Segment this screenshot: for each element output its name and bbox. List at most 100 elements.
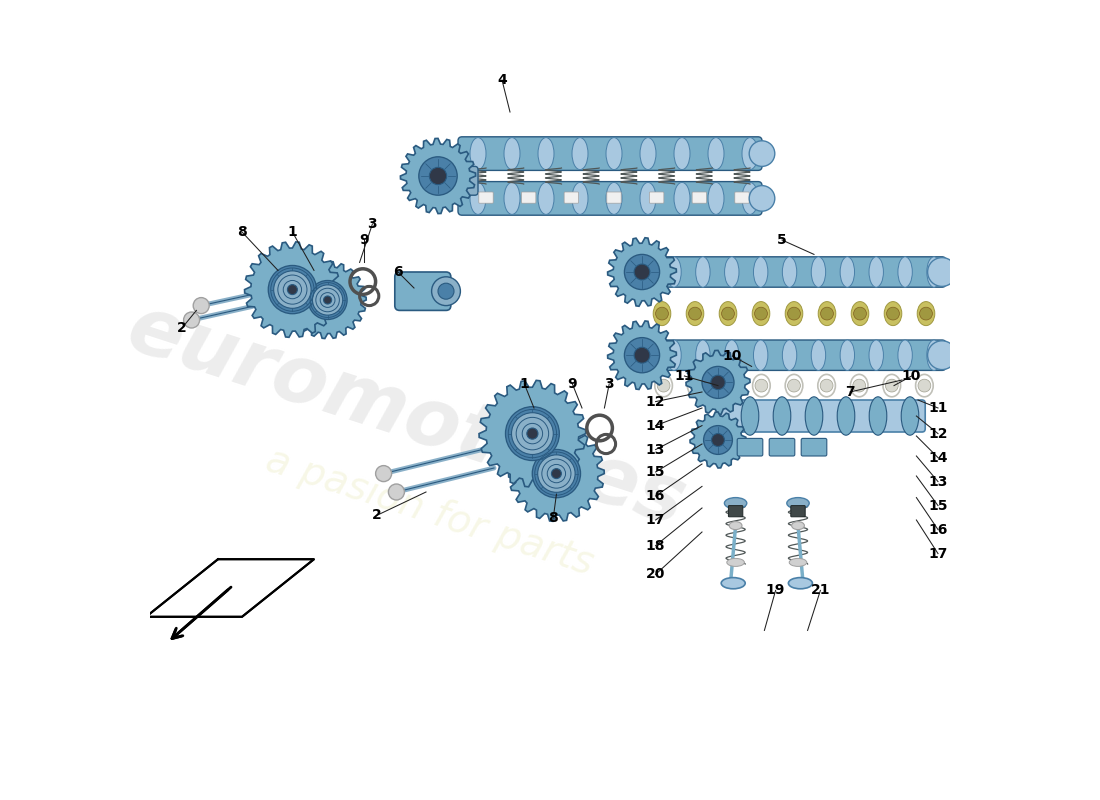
Ellipse shape [754, 340, 768, 370]
Text: 1: 1 [519, 377, 529, 391]
Circle shape [821, 379, 833, 392]
Ellipse shape [818, 302, 836, 326]
FancyBboxPatch shape [801, 438, 827, 456]
Text: 17: 17 [646, 513, 666, 527]
Ellipse shape [719, 302, 737, 326]
Circle shape [312, 285, 343, 315]
Circle shape [388, 484, 405, 500]
Ellipse shape [811, 257, 826, 287]
Polygon shape [400, 138, 475, 214]
Circle shape [749, 186, 774, 211]
Circle shape [689, 307, 702, 320]
FancyBboxPatch shape [654, 340, 946, 370]
Ellipse shape [898, 340, 912, 370]
Circle shape [419, 157, 458, 195]
Ellipse shape [869, 397, 887, 435]
Circle shape [723, 379, 735, 392]
Text: 15: 15 [646, 465, 666, 479]
Circle shape [887, 307, 900, 320]
Circle shape [512, 413, 553, 454]
Circle shape [308, 281, 348, 319]
Text: 10: 10 [902, 369, 922, 383]
Ellipse shape [786, 498, 810, 509]
Ellipse shape [869, 340, 883, 370]
Ellipse shape [504, 138, 520, 170]
Ellipse shape [869, 257, 883, 287]
Circle shape [527, 428, 538, 439]
Text: a pasion for parts: a pasion for parts [262, 441, 598, 583]
FancyBboxPatch shape [521, 192, 536, 203]
Circle shape [319, 291, 337, 309]
Polygon shape [607, 238, 676, 306]
Circle shape [656, 307, 669, 320]
Circle shape [657, 379, 670, 392]
Ellipse shape [901, 397, 918, 435]
Ellipse shape [851, 302, 869, 326]
Text: 2: 2 [372, 508, 382, 522]
Circle shape [282, 278, 304, 301]
Circle shape [749, 141, 774, 166]
Circle shape [886, 379, 899, 392]
FancyBboxPatch shape [607, 192, 621, 203]
Text: 12: 12 [646, 394, 666, 409]
Text: 7: 7 [845, 385, 855, 399]
Circle shape [634, 347, 650, 363]
Circle shape [532, 450, 581, 498]
Circle shape [194, 298, 209, 314]
Circle shape [755, 307, 768, 320]
FancyBboxPatch shape [458, 182, 762, 215]
Text: 1: 1 [287, 225, 297, 239]
FancyBboxPatch shape [433, 166, 478, 195]
FancyBboxPatch shape [791, 506, 805, 517]
Polygon shape [607, 321, 676, 390]
Circle shape [538, 455, 575, 492]
Circle shape [712, 434, 725, 446]
Circle shape [323, 296, 331, 304]
Circle shape [722, 307, 735, 320]
Circle shape [702, 366, 734, 398]
Text: 8: 8 [548, 511, 558, 526]
Circle shape [854, 307, 867, 320]
Text: 2: 2 [177, 321, 187, 335]
Ellipse shape [927, 257, 942, 287]
Text: 18: 18 [646, 538, 666, 553]
Circle shape [920, 307, 933, 320]
Ellipse shape [752, 302, 770, 326]
Polygon shape [478, 380, 586, 487]
Ellipse shape [782, 257, 796, 287]
Ellipse shape [789, 578, 813, 589]
Ellipse shape [708, 138, 724, 170]
Text: 10: 10 [723, 349, 743, 363]
Text: euromotores: euromotores [118, 289, 695, 543]
Ellipse shape [674, 182, 690, 214]
Ellipse shape [640, 138, 656, 170]
Text: 3: 3 [367, 217, 377, 231]
Polygon shape [244, 242, 340, 338]
Text: 17: 17 [928, 546, 948, 561]
Ellipse shape [805, 397, 823, 435]
Ellipse shape [725, 257, 739, 287]
Ellipse shape [470, 138, 486, 170]
FancyBboxPatch shape [735, 192, 749, 203]
FancyBboxPatch shape [692, 192, 706, 203]
Text: 4: 4 [497, 73, 507, 87]
Circle shape [755, 379, 768, 392]
Circle shape [625, 338, 660, 373]
Polygon shape [686, 350, 750, 414]
Text: 14: 14 [646, 418, 666, 433]
Ellipse shape [686, 302, 704, 326]
FancyBboxPatch shape [769, 438, 795, 456]
Ellipse shape [653, 302, 671, 326]
Circle shape [429, 167, 447, 185]
FancyBboxPatch shape [649, 192, 664, 203]
Circle shape [927, 258, 956, 286]
Text: 15: 15 [928, 498, 948, 513]
FancyBboxPatch shape [458, 137, 762, 170]
Ellipse shape [538, 182, 554, 214]
Circle shape [438, 283, 454, 299]
Ellipse shape [811, 340, 826, 370]
Circle shape [268, 266, 317, 314]
Ellipse shape [504, 182, 520, 214]
Ellipse shape [773, 397, 791, 435]
Ellipse shape [674, 138, 690, 170]
